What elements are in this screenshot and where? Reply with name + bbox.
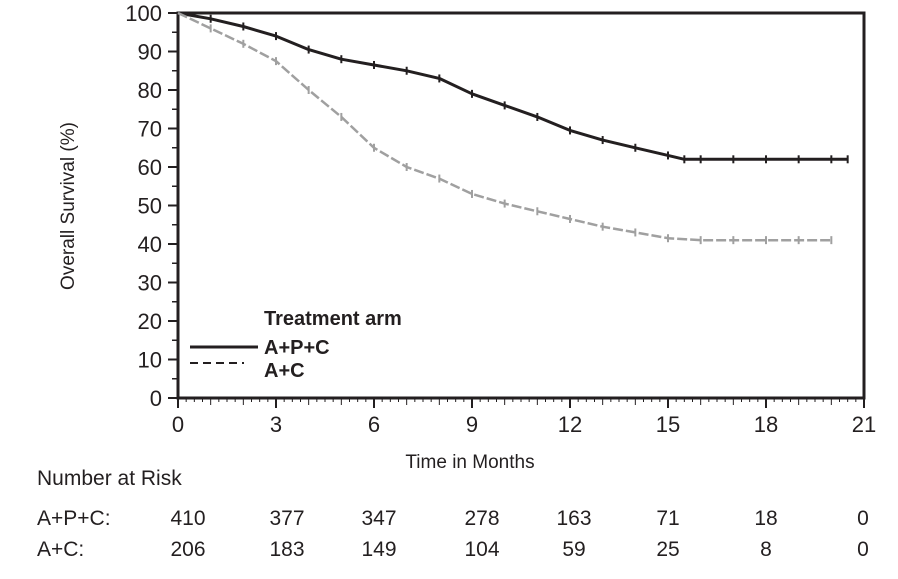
y-tick-label: 50 [138,194,162,219]
x-tick-label: 21 [852,412,876,437]
x-tick-label: 3 [270,412,282,437]
y-axis: 0 10 20 30 40 50 60 70 80 90 100 [125,1,178,411]
risk-value: 25 [656,538,680,561]
risk-value: 8 [760,538,772,561]
series-line-1 [177,11,848,161]
risk-row-label: A+C: [37,538,85,561]
survival-chart: 0 10 20 30 40 50 60 70 80 90 100 0 3 6 9 12 15 18 21 Over… [58,1,876,470]
risk-value: 0 [857,538,869,561]
x-axis: 0 3 6 9 12 15 18 21 [172,398,876,437]
risk-row-series-1: A+P+C: 410 377 347 278 163 71 18 0 [0,507,898,535]
risk-row-label: A+P+C: [37,507,111,530]
legend-title: Treatment arm [264,308,402,330]
x-tick-label: 0 [172,412,184,437]
risk-value: 183 [269,538,305,561]
x-tick-label: 6 [368,412,380,437]
risk-table-title: Number at Risk [37,467,182,490]
risk-value: 206 [170,538,206,561]
risk-row-series-2: A+C: 206 183 149 104 59 25 8 0 [0,538,898,566]
x-tick-label: 12 [558,412,582,437]
y-tick-label: 70 [138,117,162,142]
y-tick-label: 0 [150,386,162,411]
risk-value: 104 [464,538,500,561]
risk-value: 0 [857,507,869,530]
y-tick-label: 20 [138,309,162,334]
y-tick-label: 80 [138,78,162,103]
y-tick-label: 90 [138,40,162,65]
risk-value: 149 [361,538,397,561]
y-tick-label: 40 [138,232,162,257]
y-tick-label: 60 [138,155,162,180]
y-tick-label: 10 [138,348,162,373]
risk-value: 377 [269,507,305,530]
risk-value: 278 [464,507,500,530]
risk-value: 18 [754,507,778,530]
y-tick-label: 30 [138,271,162,296]
legend: Treatment arm A+P+C A+C [190,308,402,382]
x-tick-label: 18 [754,412,778,437]
legend-label-series-2: A+C [264,360,305,382]
x-tick-label: 15 [656,412,680,437]
legend-label-series-1: A+P+C [264,337,330,359]
risk-value: 163 [556,507,592,530]
x-tick-label: 9 [466,412,478,437]
y-tick-label: 100 [125,1,162,26]
y-axis-title: Overall Survival (%) [58,122,79,290]
risk-value: 410 [170,507,206,530]
risk-value: 347 [361,507,397,530]
risk-value: 71 [656,507,680,530]
risk-value: 59 [562,538,586,561]
series-layer [177,11,849,245]
x-axis-title: Time in Months [405,452,534,470]
